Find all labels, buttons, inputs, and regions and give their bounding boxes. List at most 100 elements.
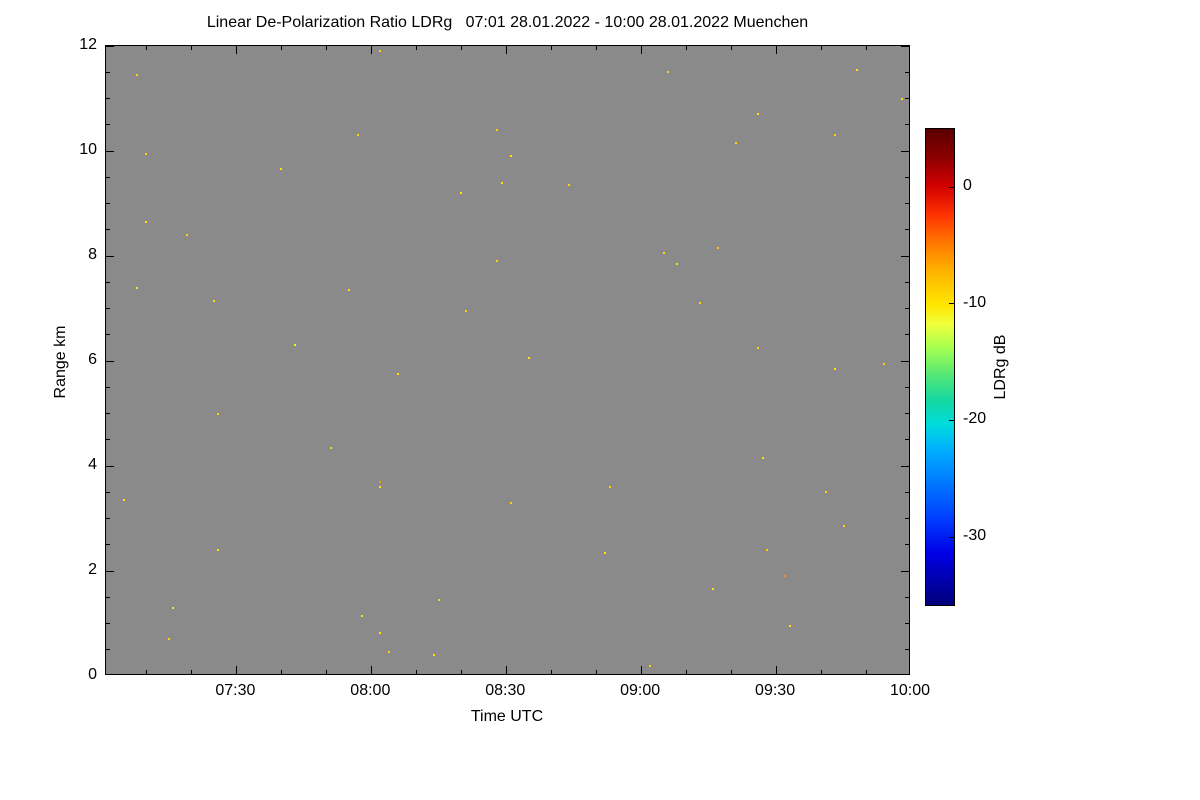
x-minor-tick	[325, 46, 327, 50]
y-minor-tick	[905, 491, 909, 493]
speckle-dot	[568, 184, 571, 187]
y-major-tick	[106, 150, 114, 152]
speckle-dot	[527, 357, 530, 360]
y-minor-tick	[106, 491, 110, 493]
speckle-dot	[122, 499, 125, 502]
y-minor-tick	[106, 176, 110, 178]
speckle-dot	[662, 252, 665, 255]
speckle-dot	[496, 260, 499, 263]
y-minor-tick	[106, 623, 110, 624]
y-minor-tick	[905, 596, 909, 598]
y-major-tick	[106, 255, 114, 257]
speckle-dot	[361, 614, 364, 617]
speckle-dot	[397, 373, 400, 376]
y-minor-tick	[106, 281, 110, 283]
y-minor-tick	[106, 98, 110, 99]
y-minor-tick	[106, 203, 110, 204]
colorbar-tick	[949, 303, 954, 305]
y-tick-label: 6	[88, 351, 97, 368]
y-minor-tick	[905, 334, 909, 336]
speckle-dot	[347, 289, 350, 292]
y-tick-label: 8	[88, 246, 97, 263]
x-tick-label: 08:30	[485, 682, 526, 699]
speckle-dot	[145, 152, 148, 155]
y-minor-tick	[905, 229, 909, 231]
speckle-dot	[604, 551, 607, 554]
x-minor-tick	[280, 670, 282, 674]
speckle-dot	[757, 113, 760, 116]
speckle-dot	[217, 412, 220, 415]
speckle-dot	[788, 625, 791, 628]
y-major-tick	[901, 150, 909, 152]
y-minor-tick	[905, 623, 909, 624]
x-minor-tick	[415, 46, 417, 50]
x-tick-label: 09:00	[620, 682, 661, 699]
colorbar-tick	[949, 536, 954, 538]
speckle-dot	[824, 491, 827, 494]
y-major-tick	[106, 46, 114, 47]
x-minor-tick	[460, 46, 462, 50]
x-minor-tick	[865, 670, 867, 674]
x-minor-tick	[460, 670, 462, 674]
speckle-dot	[437, 598, 440, 601]
y-minor-tick	[106, 308, 110, 309]
x-minor-tick	[865, 46, 867, 50]
y-minor-tick	[905, 308, 909, 309]
x-tick-label: 08:00	[350, 682, 391, 699]
y-minor-tick	[106, 71, 110, 73]
y-minor-tick	[905, 649, 909, 651]
x-minor-tick	[685, 46, 687, 50]
y-major-tick	[106, 570, 114, 572]
y-major-tick	[901, 570, 909, 572]
y-minor-tick	[905, 281, 909, 283]
y-minor-tick	[106, 334, 110, 336]
speckle-dot	[356, 134, 359, 137]
y-minor-tick	[905, 203, 909, 204]
x-minor-tick	[145, 46, 147, 50]
y-minor-tick	[106, 544, 110, 546]
speckle-dot	[509, 501, 512, 504]
y-minor-tick	[106, 124, 110, 126]
y-minor-tick	[106, 386, 110, 388]
y-major-tick	[901, 46, 909, 47]
x-minor-tick	[190, 46, 192, 50]
y-major-tick	[901, 255, 909, 257]
x-tick-label: 07:30	[215, 682, 256, 699]
x-minor-tick	[595, 46, 597, 50]
y-tick-label: 12	[79, 36, 97, 53]
speckle-dot	[136, 286, 139, 289]
speckle-dot	[766, 549, 769, 551]
x-minor-tick	[595, 670, 597, 674]
speckle-dot	[464, 310, 467, 313]
speckle-dot	[460, 192, 463, 194]
speckle-dot	[901, 97, 903, 100]
y-tick-label: 0	[88, 666, 97, 683]
y-major-tick	[106, 360, 114, 362]
x-major-tick	[505, 46, 507, 54]
x-major-tick	[640, 666, 642, 674]
speckle-dot	[212, 299, 215, 302]
x-major-tick	[370, 666, 372, 674]
speckle-dot	[293, 344, 296, 347]
speckle-dot	[509, 155, 512, 158]
x-minor-tick	[550, 46, 552, 50]
x-minor-tick	[685, 670, 687, 674]
speckle-dot	[172, 606, 175, 609]
x-tick-label: 10:00	[889, 682, 931, 699]
speckle-dot	[145, 220, 148, 223]
y-minor-tick	[106, 596, 110, 598]
speckle-dot	[608, 486, 611, 488]
speckle-dot	[667, 71, 670, 74]
speckle-dot	[761, 457, 764, 460]
x-major-tick	[235, 666, 237, 674]
y-minor-tick	[106, 518, 110, 519]
y-minor-tick	[106, 413, 110, 414]
y-major-tick	[901, 465, 909, 467]
x-minor-tick	[325, 670, 327, 674]
y-tick-label: 4	[88, 456, 97, 473]
y-tick-label: 2	[88, 561, 97, 578]
x-major-tick	[505, 666, 507, 674]
x-tick-label: 09:30	[755, 682, 796, 699]
speckle-dot	[649, 664, 652, 667]
